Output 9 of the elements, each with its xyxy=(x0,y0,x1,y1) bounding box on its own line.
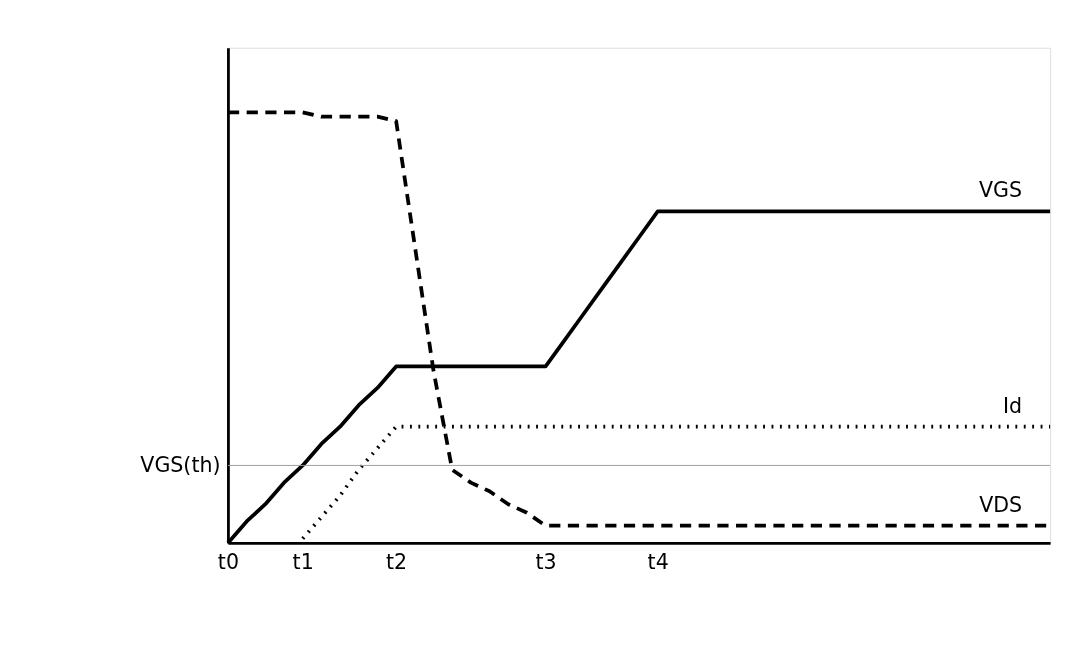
x-tick-label: t1 xyxy=(292,549,314,574)
series-label: Id xyxy=(1002,393,1023,418)
x-tick-label: t2 xyxy=(386,549,408,574)
ref-line-label: VGS(th) xyxy=(140,452,221,477)
x-tick-label: t4 xyxy=(647,549,669,574)
series-label: VGS xyxy=(979,178,1023,203)
x-tick-label: t3 xyxy=(535,549,557,574)
series-label: VDS xyxy=(979,492,1023,517)
x-tick-label: t0 xyxy=(217,549,239,574)
